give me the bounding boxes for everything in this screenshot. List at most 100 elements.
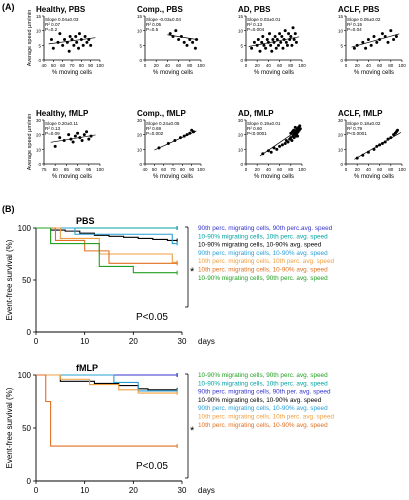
y-tick-label: 0 <box>240 162 243 167</box>
data-point <box>394 35 398 39</box>
fit-annotation: Slope 0.05±0.02 <box>347 17 381 22</box>
y-tick-label: 20 <box>36 133 42 138</box>
survival-curve <box>36 227 178 242</box>
scatter-panel-2: AD, PBS 0 5 10 15 0 20 40 60 80 100 % moving cells S… <box>238 5 306 76</box>
x-tick-label: 70 <box>170 167 176 172</box>
x-tick-label: 20 <box>355 63 361 68</box>
data-point <box>261 35 265 39</box>
x-tick-label: 0 <box>245 63 248 68</box>
data-point <box>67 133 71 137</box>
y-tick-label: 10 <box>36 29 42 34</box>
data-point <box>284 40 288 44</box>
y-tick-label: 5 <box>139 43 142 48</box>
x-tick-label: 0 <box>144 63 147 68</box>
x-tick-label: 80 <box>53 167 59 172</box>
data-point <box>375 40 379 44</box>
x-tick-label: 60 <box>161 167 167 172</box>
y-axis-label: Event-free survival (%) <box>5 239 14 320</box>
y-tick-label: 10 <box>338 147 344 152</box>
fit-line <box>154 130 197 151</box>
data-point <box>280 35 284 39</box>
panel-title: ACLF, fMLP <box>338 109 383 118</box>
data-point <box>292 136 296 140</box>
data-point <box>260 40 264 44</box>
fit-line <box>48 37 96 45</box>
x-axis-label: % moving cells <box>354 70 394 76</box>
data-point <box>53 144 57 148</box>
y-tick-label: 0 <box>38 162 41 167</box>
x-tick-label: 100 <box>298 63 306 68</box>
y-tick-label: 30 <box>137 118 143 123</box>
fit-annotation: Slope 0.24±0.05 <box>146 121 180 126</box>
fit-line <box>354 132 402 160</box>
data-point <box>265 37 269 41</box>
legend-entry: 10-90% migrating cells, 90th perc. avg. … <box>198 372 328 379</box>
y-tick-label: 15 <box>36 14 42 19</box>
x-tick-label: 30 <box>178 486 187 495</box>
x-tick-label: 85 <box>64 167 70 172</box>
y-tick-label: 10 <box>36 147 42 152</box>
data-point <box>177 37 181 41</box>
legend-entry: 10-90% migrating cells, 10th perc. avg. … <box>198 380 328 387</box>
data-point <box>58 136 62 140</box>
panel-title: AD, fMLP <box>238 109 274 118</box>
x-tick-label: 100 <box>197 63 205 68</box>
legend-entry: 10th perc. migrating cells, 10th perc. a… <box>198 414 334 421</box>
data-point <box>292 37 296 41</box>
data-point <box>262 43 266 47</box>
data-point <box>61 43 65 47</box>
y-tick-label: 0 <box>340 58 343 63</box>
legend-entry: 90th perc. migrating cells, 10-90% avg. … <box>198 405 328 412</box>
x-tick-label: 100 <box>398 63 406 68</box>
data-point <box>294 40 298 44</box>
x-tick-label: 100 <box>96 167 104 172</box>
legend-entry: 10-90% migrating cells, 10-90% avg. spee… <box>198 242 322 249</box>
legend-entry: 90th perc. migrating cells, 90th per. av… <box>198 389 331 396</box>
fit-annotation: R² 0.13 <box>247 22 263 27</box>
data-point <box>361 40 365 44</box>
scatter-panel-0: Healthy, PBS 0 5 10 15 40 50 60 70 80 90 100 % movin… <box>27 5 104 76</box>
x-tick-label: 80 <box>288 63 294 68</box>
x-tick-label: 0 <box>345 63 348 68</box>
data-point <box>369 43 373 47</box>
x-tick-label: 80 <box>388 167 394 172</box>
x-tick-label: 20 <box>154 63 160 68</box>
fit-line <box>351 33 400 48</box>
fit-annotation: P=0.004 <box>247 27 265 32</box>
x-tick-label: 80 <box>79 63 85 68</box>
data-point <box>71 140 75 144</box>
x-tick-label: 90 <box>189 167 195 172</box>
data-point <box>281 46 285 50</box>
fit-line <box>259 127 302 157</box>
x-tick-label: 100 <box>298 167 306 172</box>
data-point <box>270 49 274 53</box>
fit-annotation: Slope -0.03±0.04 <box>146 17 181 22</box>
data-point <box>283 141 287 145</box>
y-tick-label: 15 <box>137 14 143 19</box>
data-point <box>286 140 290 144</box>
y-tick-label: 100 <box>18 371 32 380</box>
data-point <box>82 133 86 137</box>
x-tick-label: 90 <box>75 167 81 172</box>
fit-annotation: R² 0.05 <box>146 22 162 27</box>
fit-annotation: P=0.2 <box>45 27 58 32</box>
km-panel-9: fMLP 0 50 100 0 10 20 30 days Event-free survival… <box>5 363 334 495</box>
data-point <box>289 136 293 140</box>
legend-entry: 10-90% migrating cells, 90th perc. avg. … <box>198 275 328 282</box>
data-point <box>352 46 356 50</box>
data-point <box>63 37 67 41</box>
y-tick-label: 50 <box>22 276 31 285</box>
legend-entry: 10-90% migrating cells, 10-90% avg. spee… <box>198 397 322 404</box>
data-point <box>80 139 84 143</box>
data-point <box>185 43 189 47</box>
survival-curve <box>36 227 178 263</box>
survival-curve <box>36 374 178 394</box>
data-point <box>289 35 293 39</box>
data-point <box>268 32 272 36</box>
y-tick-label: 0 <box>240 58 243 63</box>
data-point <box>290 130 294 134</box>
survival-curve <box>36 374 178 391</box>
data-point <box>396 128 400 132</box>
data-point <box>193 46 197 50</box>
